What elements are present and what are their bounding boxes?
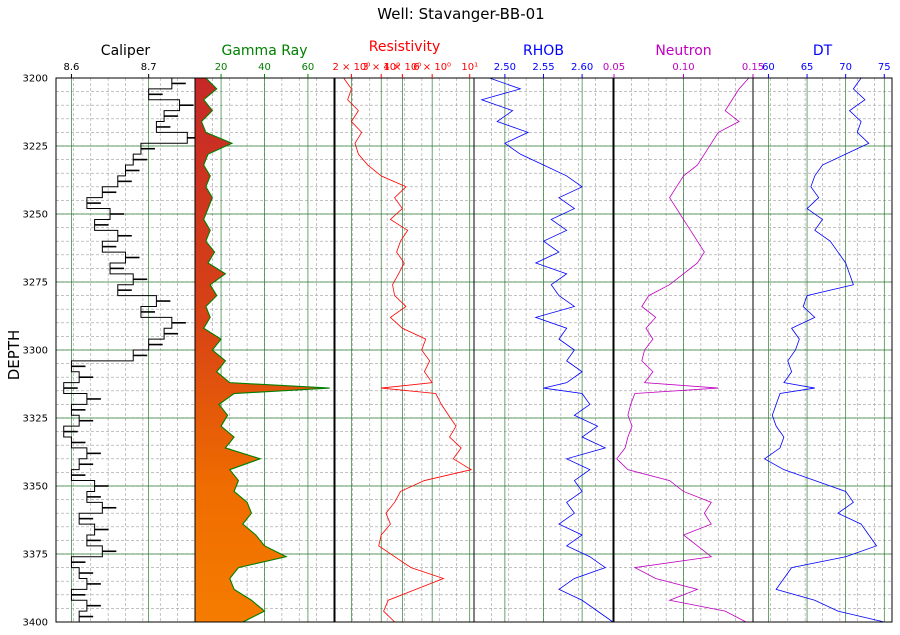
x-tick-label: 0.05 [603, 62, 625, 73]
figure-title: Well: Stavanger-BB-01 [377, 5, 544, 23]
track-frame [752, 77, 893, 623]
track-title-gamma: Gamma Ray [221, 43, 307, 59]
track-title-dt: DT [813, 43, 833, 59]
x-tick-label: 40 [258, 62, 271, 73]
track-title-rhob: RHOB [523, 43, 564, 59]
depth-tick-label: 3350 [23, 482, 48, 493]
track-title-resistivity: Resistivity [369, 39, 441, 55]
x-tick-label: 60 [762, 62, 775, 73]
track-rhob: 2.50 2.55 2.60 RHOB [473, 43, 614, 623]
x-tick-label: 75 [878, 62, 891, 73]
depth-tick-label: 3225 [23, 142, 48, 153]
x-tick-label: 2.60 [571, 62, 593, 73]
track-neutron: 0.05 0.10 0.15 Neutron [603, 43, 764, 623]
track-title-caliper: Caliper [101, 43, 151, 59]
depth-tick-label: 3250 [23, 210, 48, 221]
x-tick-label: 6 × 10⁰ [413, 62, 451, 73]
track-title-neutron: Neutron [655, 43, 711, 59]
x-tick-label: 8.7 [141, 62, 157, 73]
x-tick-label: 2.55 [532, 62, 554, 73]
track-dt: 60 65 70 75 DT [752, 43, 893, 623]
x-tick-label: 4 × 10⁰ [383, 62, 421, 73]
x-tick-label: 0.10 [672, 62, 694, 73]
caliper-curve [63, 78, 188, 623]
neutron-curve [616, 77, 750, 623]
dt-curve [763, 77, 885, 623]
gamma-ray-curve [200, 77, 330, 623]
depth-tick-label: 3375 [23, 550, 48, 561]
gamma-ray-fill [195, 78, 330, 622]
track-caliper: 8.6 8.7 Caliper [55, 43, 202, 623]
x-tick-label: 0.15 [742, 62, 764, 73]
depth-tick-label: 3275 [23, 278, 48, 289]
x-tick-label: 20 [215, 62, 228, 73]
x-tick-label: 2 × 10⁰ [332, 62, 370, 73]
track-gamma: 20 40 60 Gamma Ray [194, 43, 335, 623]
x-tick-label: 60 [302, 62, 315, 73]
x-tick-label: 65 [801, 62, 814, 73]
x-tick-label: 2.50 [494, 62, 516, 73]
resistivity-curve [343, 77, 473, 623]
depth-tick-label: 3200 [23, 74, 48, 85]
x-tick-label: 3 × 10⁰ [362, 62, 400, 73]
depth-tick-label: 3400 [23, 618, 48, 629]
rhob-curve [480, 77, 614, 623]
x-tick-label: 8.6 [63, 62, 79, 73]
x-tick-label: 70 [839, 62, 852, 73]
x-tick-label: 10¹ [461, 62, 478, 73]
depth-tick-label: 3300 [23, 346, 48, 357]
depth-axis-label: DEPTH [5, 330, 23, 381]
depth-tick-label: 3325 [23, 414, 48, 425]
